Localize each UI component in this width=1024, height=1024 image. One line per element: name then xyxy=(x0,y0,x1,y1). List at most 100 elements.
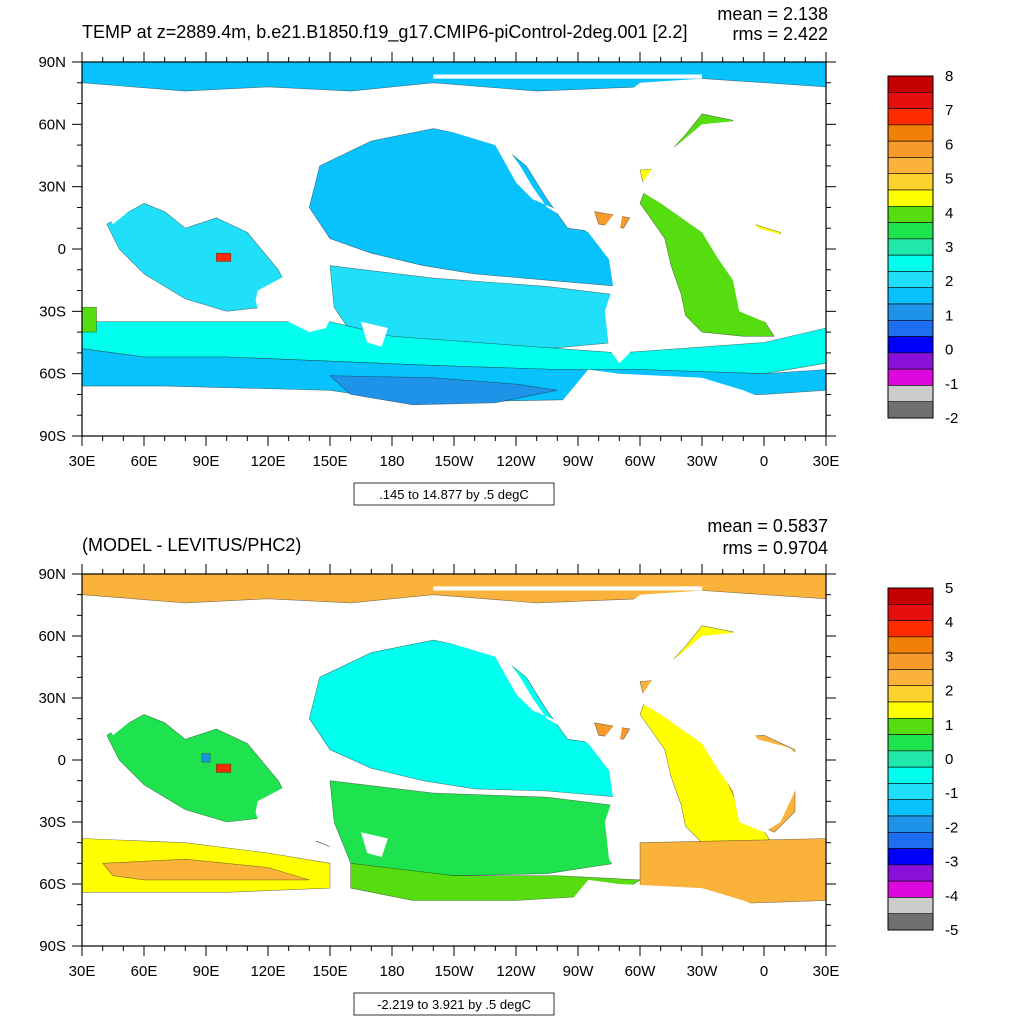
colorbar-swatch xyxy=(887,108,934,126)
colorbar-swatch xyxy=(887,783,934,801)
land-mask-5 xyxy=(433,586,702,591)
x-tick-label: 150W xyxy=(434,453,474,470)
x-tick-label: 30W xyxy=(687,963,719,980)
colorbar-label: 8 xyxy=(945,68,953,85)
y-tick-label: 30S xyxy=(39,814,66,831)
colorbar-label: 5 xyxy=(945,171,953,188)
contour-info-text: .145 to 14.877 by .5 degC xyxy=(379,487,529,502)
field-region-10 xyxy=(82,306,97,333)
colorbar-label: 1 xyxy=(945,307,953,324)
x-tick-label: 120E xyxy=(250,453,285,470)
field-region-3 xyxy=(329,780,616,877)
colorbar-swatch xyxy=(887,157,934,175)
colorbar-swatch xyxy=(887,222,934,240)
x-tick-label: 60W xyxy=(625,453,657,470)
colorbar-label: -1 xyxy=(945,785,958,802)
x-tick-label: 30E xyxy=(813,453,840,470)
colorbar-label: -2 xyxy=(945,819,958,836)
colorbar-swatch xyxy=(887,734,934,752)
x-tick-label: 60W xyxy=(625,963,657,980)
x-tick-label: 120E xyxy=(250,963,285,980)
contour-info-box xyxy=(353,482,555,506)
colorbar-swatch xyxy=(887,669,934,687)
colorbar-label: -1 xyxy=(945,376,958,393)
colorbar-frame xyxy=(887,587,934,931)
y-tick-label: 30S xyxy=(39,303,66,320)
contour-info-text: -2.219 to 3.921 by .5 degC xyxy=(377,997,531,1012)
y-tick-label: 30N xyxy=(38,690,66,707)
x-tick-label: 90W xyxy=(563,963,595,980)
colorbar-swatch xyxy=(887,385,934,403)
field-region-12 xyxy=(216,763,232,773)
y-tick-label: 90N xyxy=(38,54,66,71)
colorbar-swatch xyxy=(887,831,934,849)
x-tick-label: 90E xyxy=(193,963,220,980)
colorbar-label: 7 xyxy=(945,102,953,119)
colorbar-swatch xyxy=(887,652,934,670)
x-tick-label: 30E xyxy=(813,963,840,980)
colorbar-swatch xyxy=(887,864,934,882)
colorbar-label: -3 xyxy=(945,854,958,871)
y-tick-label: 60S xyxy=(39,876,66,893)
chart-title: (MODEL - LEVITUS/PHC2) xyxy=(82,535,301,555)
ocean-field xyxy=(82,574,826,946)
colorbar-swatch xyxy=(887,303,934,321)
land-mask-0 xyxy=(82,91,826,364)
colorbar-swatch xyxy=(887,897,934,915)
x-tick-label: 120W xyxy=(496,963,536,980)
field-region-2 xyxy=(308,128,620,287)
colorbar-swatch xyxy=(887,173,934,191)
field-region-12 xyxy=(216,252,232,262)
x-tick-label: 30W xyxy=(687,453,719,470)
colorbar-label: 2 xyxy=(945,273,953,290)
field-region-13 xyxy=(201,753,211,763)
colorbar-swatch xyxy=(887,913,934,931)
colorbar-swatch xyxy=(887,140,934,158)
y-tick-label: 90S xyxy=(39,938,66,955)
colorbar-label: 6 xyxy=(945,136,953,153)
colorbar-swatch xyxy=(887,368,934,386)
x-tick-label: 60E xyxy=(131,453,158,470)
colorbar-label: 0 xyxy=(945,751,953,768)
colorbar-label: 2 xyxy=(945,683,953,700)
y-tick-label: 90S xyxy=(39,428,66,445)
colorbar-label: -5 xyxy=(945,922,958,939)
colorbar-label: 4 xyxy=(945,205,953,222)
stat-rms: rms = 0.9704 xyxy=(722,538,828,558)
colorbar-swatch xyxy=(887,620,934,638)
x-tick-label: 180 xyxy=(379,453,404,470)
colorbar-swatch xyxy=(887,336,934,354)
field-region-6 xyxy=(329,375,558,406)
x-tick-label: 120W xyxy=(496,453,536,470)
y-tick-label: 60S xyxy=(39,366,66,383)
colorbar-swatch xyxy=(887,717,934,735)
colorbar-swatch xyxy=(887,636,934,654)
chart-title: TEMP at z=2889.4m, b.e21.B1850.f19_g17.C… xyxy=(82,22,688,43)
x-tick-label: 150E xyxy=(312,453,347,470)
colorbar-label: 1 xyxy=(945,717,953,734)
colorbar-swatch xyxy=(887,685,934,703)
y-tick-label: 0 xyxy=(58,241,66,258)
colorbar-label: 3 xyxy=(945,648,953,665)
colorbar-swatch xyxy=(887,238,934,256)
field-region-1 xyxy=(106,202,290,312)
colorbar-swatch xyxy=(887,124,934,142)
land-mask-4 xyxy=(619,590,723,636)
stat-mean: mean = 2.138 xyxy=(717,4,828,24)
colorbar-frame xyxy=(887,75,934,419)
x-tick-label: 30E xyxy=(69,963,96,980)
contour-info-box xyxy=(353,992,555,1016)
colorbar-swatch xyxy=(887,189,934,207)
colorbar-label: 0 xyxy=(945,342,953,359)
y-tick-label: 90N xyxy=(38,566,66,583)
colorbar-label: 5 xyxy=(945,580,953,597)
colorbar-swatch xyxy=(887,603,934,621)
y-tick-label: 60N xyxy=(38,116,66,133)
x-tick-label: 0 xyxy=(760,963,768,980)
colorbar-swatch xyxy=(887,587,934,605)
colorbar-swatch xyxy=(887,91,934,109)
colorbar-label: -2 xyxy=(945,410,958,427)
x-tick-label: 180 xyxy=(379,963,404,980)
x-tick-label: 90W xyxy=(563,453,595,470)
